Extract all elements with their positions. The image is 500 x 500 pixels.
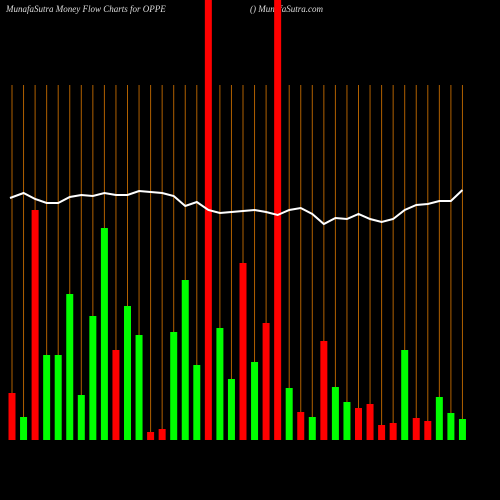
bar — [43, 355, 51, 440]
bar — [170, 332, 178, 440]
bar — [158, 429, 166, 440]
bar — [343, 402, 351, 440]
money-flow-line — [9, 189, 464, 226]
bar — [435, 397, 443, 440]
bar — [355, 408, 362, 440]
bar — [66, 294, 74, 440]
bar — [54, 355, 62, 440]
bar — [216, 328, 224, 440]
bar — [401, 350, 409, 440]
bar — [239, 263, 247, 440]
bar — [297, 412, 305, 440]
bar — [20, 417, 28, 440]
bar — [366, 404, 374, 440]
bar — [251, 362, 259, 440]
bar — [412, 418, 420, 440]
bar — [458, 419, 466, 440]
bar — [193, 365, 201, 440]
bar — [274, 0, 282, 440]
chart-subtitle: () MunafaSutra.com — [250, 4, 323, 14]
bar — [331, 387, 339, 440]
bar — [124, 306, 131, 440]
bar — [320, 341, 328, 440]
bar — [285, 388, 293, 440]
bar — [204, 0, 212, 440]
bar — [100, 228, 108, 440]
bar — [135, 335, 143, 440]
bar — [77, 395, 85, 440]
bar — [112, 350, 120, 440]
bar — [89, 316, 97, 440]
bar — [262, 323, 270, 440]
bar — [447, 413, 455, 440]
bar — [424, 421, 432, 440]
bar — [31, 210, 39, 440]
bar — [147, 432, 155, 440]
bar — [8, 393, 16, 440]
bar — [227, 379, 235, 440]
bar — [378, 425, 386, 440]
bar — [308, 417, 316, 440]
bar — [389, 423, 397, 440]
bar — [181, 280, 189, 440]
chart-title: MunafaSutra Money Flow Charts for OPPE — [5, 4, 166, 14]
